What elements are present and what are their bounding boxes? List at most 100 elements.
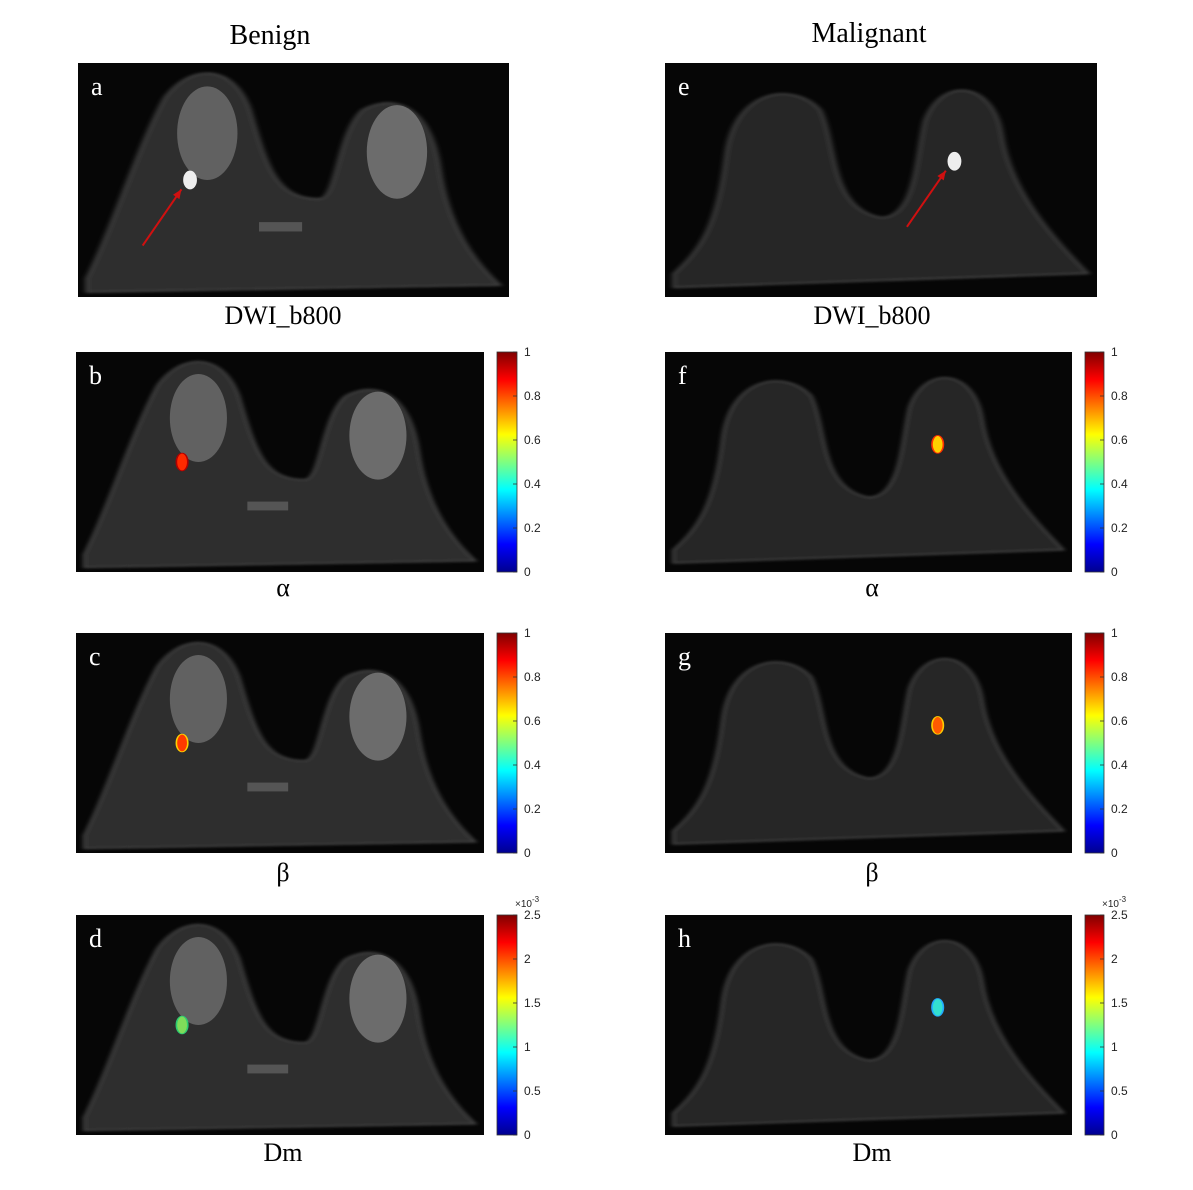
colorbar-tick-label: 1 xyxy=(1111,626,1118,640)
colorbar-tick-label: 0.6 xyxy=(524,714,541,728)
colorbar-tick-label: 1.5 xyxy=(524,996,541,1010)
lesion xyxy=(183,170,197,190)
tissue xyxy=(672,658,1066,845)
lesion-map xyxy=(175,1015,189,1035)
colorbar-tick-label: 0.2 xyxy=(524,802,541,816)
glandular-tissue xyxy=(169,655,227,743)
breast-anatomy xyxy=(672,89,1090,289)
colorbar-tick-label: 1 xyxy=(524,626,531,640)
glandular-tissue xyxy=(169,374,227,462)
breast-anatomy xyxy=(672,377,1066,564)
colorbar-tick-label: 0.2 xyxy=(524,521,541,535)
column-title: Malignant xyxy=(811,18,926,49)
colorbar-tick-label: 0.4 xyxy=(524,758,541,772)
colorbar-tick-label: 2 xyxy=(1111,952,1118,966)
colorbar xyxy=(1084,351,1105,573)
breast-anatomy xyxy=(672,658,1066,845)
colorbar-multiplier: ×10-3 xyxy=(1102,895,1127,910)
colorbar-tick-label: 1 xyxy=(1111,345,1118,359)
colorbar-tick-label: 0.2 xyxy=(1111,521,1128,535)
glandular-tissue xyxy=(169,937,227,1025)
breast-anatomy xyxy=(672,940,1066,1127)
breast-anatomy xyxy=(85,72,502,293)
colorbar-tick-label: 0.8 xyxy=(1111,670,1128,684)
colorbar-tick-label: 2 xyxy=(524,952,531,966)
colorbar xyxy=(1084,914,1105,1136)
colorbar-tick-label: 0.6 xyxy=(1111,433,1128,447)
colorbar-tick-label: 2.5 xyxy=(524,908,541,922)
column-title: Benign xyxy=(230,20,311,51)
colorbar-tick-label: 0 xyxy=(524,565,531,579)
colorbar xyxy=(496,351,518,573)
panel-letter: c xyxy=(89,642,101,671)
tissue xyxy=(672,940,1066,1127)
colorbar-tick-label: 0.8 xyxy=(524,670,541,684)
panel-caption: Dm xyxy=(853,1138,892,1167)
glandular-tissue xyxy=(349,954,407,1043)
glandular-tissue xyxy=(177,86,238,180)
lesion xyxy=(947,151,962,171)
sternum xyxy=(247,501,289,511)
panel-caption: DWI_b800 xyxy=(814,301,931,330)
colorbar-multiplier: ×10-3 xyxy=(515,895,540,910)
panel-caption: α xyxy=(865,573,879,602)
glandular-tissue xyxy=(349,391,407,480)
breast-anatomy xyxy=(83,924,478,1132)
colorbar-tick-label: 1 xyxy=(524,1040,531,1054)
colorbar-tick-label: 1 xyxy=(1111,1040,1118,1054)
lesion-map xyxy=(931,716,945,735)
panel-caption: α xyxy=(276,573,290,602)
colorbar-tick-label: 2.5 xyxy=(1111,908,1128,922)
colorbar-tick-label: 0.4 xyxy=(1111,477,1128,491)
colorbar-tick-label: 0.8 xyxy=(1111,389,1128,403)
sternum xyxy=(259,222,303,232)
colorbar-tick-label: 0 xyxy=(1111,846,1118,860)
panel-letter: h xyxy=(678,924,691,953)
colorbar xyxy=(1084,632,1105,854)
colorbar-tick-label: 1.5 xyxy=(1111,996,1128,1010)
sternum xyxy=(247,1064,289,1074)
multiplier-base: ×10 xyxy=(515,899,532,910)
lesion-map xyxy=(175,452,189,472)
panel-letter: a xyxy=(91,72,103,101)
colorbar-tick-label: 0.8 xyxy=(524,389,541,403)
panel-caption: Dm xyxy=(264,1138,303,1167)
panel-letter: f xyxy=(678,361,687,390)
colorbar-tick-label: 0 xyxy=(524,846,531,860)
tissue xyxy=(672,89,1090,289)
colorbar-tick-label: 0.4 xyxy=(1111,758,1128,772)
colorbar-tick-label: 0 xyxy=(1111,1128,1118,1142)
panel-letter: d xyxy=(89,924,102,953)
glandular-tissue xyxy=(349,672,407,761)
panel-caption: β xyxy=(865,858,878,887)
lesion-map xyxy=(931,435,945,454)
arrow xyxy=(141,188,183,247)
multiplier-exponent: -3 xyxy=(532,895,540,904)
panel-caption: DWI_b800 xyxy=(225,301,342,330)
panel-letter: e xyxy=(678,72,690,101)
tissue xyxy=(672,377,1066,564)
colorbar-tick-label: 0 xyxy=(1111,565,1118,579)
colorbar-tick-label: 0.5 xyxy=(1111,1084,1128,1098)
glandular-tissue xyxy=(366,105,428,199)
colorbar-tick-label: 0 xyxy=(524,1128,531,1142)
colorbar xyxy=(496,632,518,854)
breast-anatomy xyxy=(83,642,478,850)
arrow xyxy=(906,170,947,228)
panel-caption: β xyxy=(276,858,289,887)
colorbar-tick-label: 0.5 xyxy=(524,1084,541,1098)
colorbar xyxy=(496,914,518,1136)
breast-anatomy xyxy=(83,361,478,569)
colorbar-tick-label: 0.6 xyxy=(1111,714,1128,728)
colorbar-tick-label: 0.4 xyxy=(524,477,541,491)
colorbar-tick-label: 1 xyxy=(524,345,531,359)
colorbar-tick-label: 0.2 xyxy=(1111,802,1128,816)
arrow-head xyxy=(937,170,946,181)
multiplier-base: ×10 xyxy=(1102,899,1119,910)
colorbar-tick-label: 0.6 xyxy=(524,433,541,447)
panel-letter: g xyxy=(678,642,691,671)
lesion-map xyxy=(931,998,945,1017)
lesion-map xyxy=(175,733,189,753)
multiplier-exponent: -3 xyxy=(1119,895,1127,904)
